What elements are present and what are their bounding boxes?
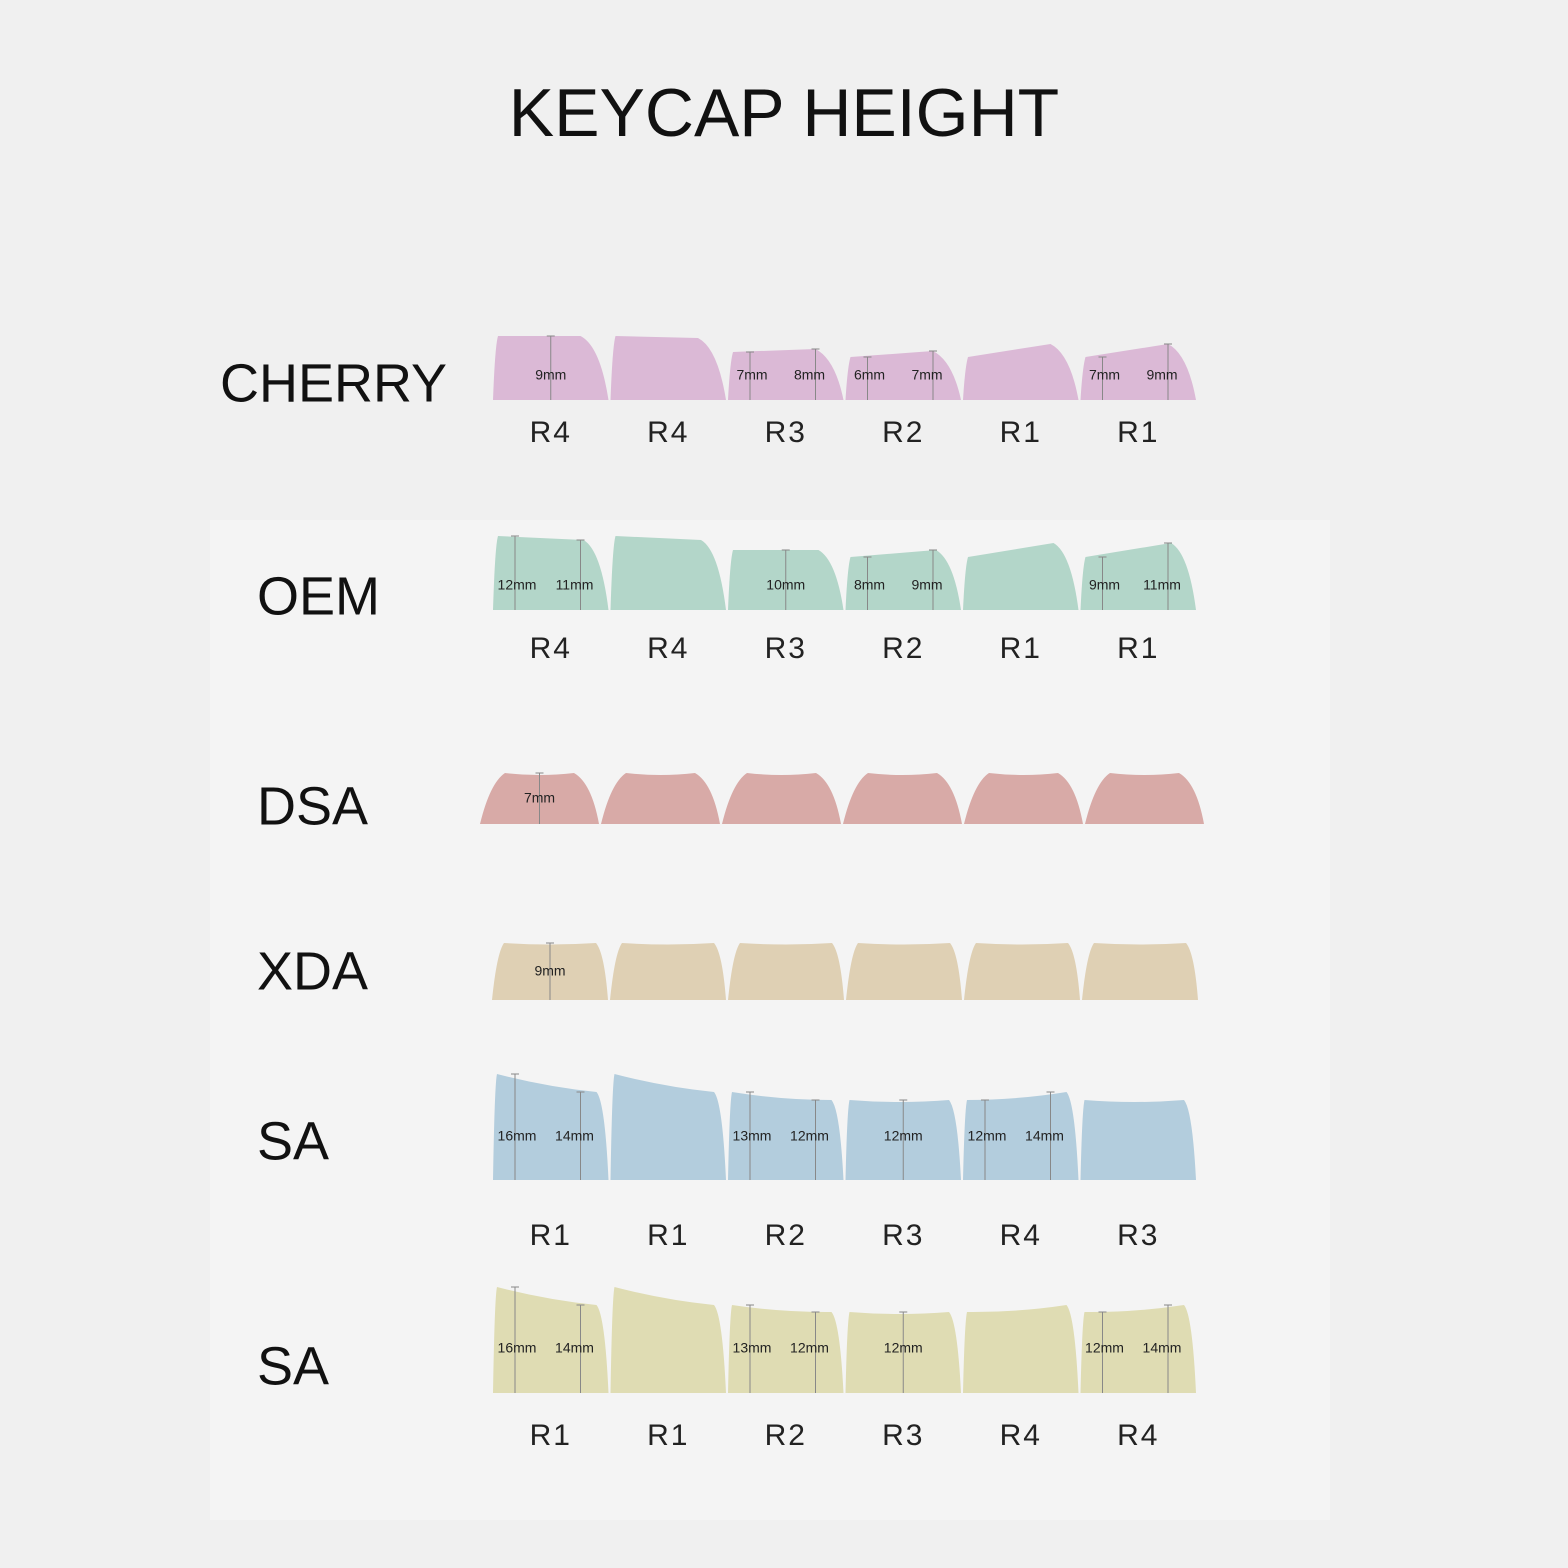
row-label: R4	[1117, 1419, 1159, 1452]
dimension-label: 9mm	[1146, 367, 1177, 383]
keycap	[963, 1305, 1079, 1393]
keycap	[963, 543, 1079, 610]
row-label: R1	[530, 1219, 572, 1252]
dimension-label: 12mm	[884, 1340, 923, 1356]
keycap	[610, 536, 726, 610]
dimension-label: 8mm	[794, 367, 825, 383]
keycap	[610, 943, 726, 1000]
dimension-label: 12mm	[1085, 1340, 1124, 1356]
keycap	[845, 550, 961, 610]
keycap	[846, 943, 962, 1000]
keycap	[493, 1074, 609, 1180]
dimension-label: 9mm	[911, 577, 942, 593]
dimension-label: 12mm	[498, 577, 537, 593]
keycap	[610, 336, 726, 400]
row-label: R4	[1000, 1219, 1042, 1252]
dimension-label: 11mm	[1143, 577, 1181, 593]
row-label: R1	[1117, 632, 1159, 665]
keycap	[963, 344, 1079, 400]
keycap	[601, 773, 720, 824]
row-label: R4	[647, 632, 689, 665]
row-label: R2	[765, 1219, 807, 1252]
dimension-label: 12mm	[790, 1128, 829, 1144]
row-label: R2	[882, 632, 924, 665]
row-label: R3	[765, 416, 807, 449]
dimension-label: 9mm	[1089, 577, 1120, 593]
dimension-label: 13mm	[733, 1340, 772, 1356]
dimension-label: 14mm	[555, 1128, 594, 1144]
dimension-label: 13mm	[733, 1128, 772, 1144]
dimension-label: 6mm	[854, 367, 885, 383]
keycap	[610, 1074, 726, 1180]
keycap	[728, 943, 844, 1000]
keycap	[1082, 943, 1198, 1000]
dimension-label: 12mm	[968, 1128, 1007, 1144]
row-label: R1	[647, 1219, 689, 1252]
dimension-label: 11mm	[556, 577, 594, 593]
profile-name: OEM	[257, 566, 380, 626]
row-label: R4	[530, 416, 572, 449]
keycap	[1080, 543, 1196, 610]
keycap	[1080, 1100, 1196, 1180]
dimension-label: 7mm	[911, 367, 942, 383]
row-label: R4	[530, 632, 572, 665]
keycap	[722, 773, 841, 824]
profile-name: XDA	[257, 941, 368, 1001]
row-label: R3	[1117, 1219, 1159, 1252]
keycap	[493, 536, 609, 610]
row-label: R2	[765, 1419, 807, 1452]
profile-name: SA	[257, 1111, 329, 1171]
keycap	[1085, 773, 1204, 824]
dimension-label: 9mm	[535, 367, 566, 383]
dimension-label: 12mm	[790, 1340, 829, 1356]
row-label: R1	[1117, 416, 1159, 449]
dimension-label: 8mm	[854, 577, 885, 593]
dimension-label: 7mm	[736, 367, 767, 383]
keycap	[728, 349, 844, 400]
keycap	[1080, 1305, 1196, 1393]
keycap	[964, 943, 1080, 1000]
profile-name: DSA	[257, 776, 368, 836]
keycap	[964, 773, 1083, 824]
dimension-label: 7mm	[1089, 367, 1120, 383]
row-label: R1	[1000, 632, 1042, 665]
keycap	[1080, 344, 1196, 400]
row-label: R3	[765, 632, 807, 665]
dimension-label: 16mm	[498, 1340, 537, 1356]
row-label: R1	[530, 1419, 572, 1452]
keycap	[843, 773, 962, 824]
keycap	[845, 351, 961, 400]
dimension-label: 7mm	[524, 790, 555, 806]
row-label: R4	[1000, 1419, 1042, 1452]
row-label: R1	[647, 1419, 689, 1452]
keycap	[728, 1092, 844, 1180]
row-label: R3	[882, 1419, 924, 1452]
row-label: R3	[882, 1219, 924, 1252]
row-label: R1	[1000, 416, 1042, 449]
keycap	[610, 1287, 726, 1393]
dimension-label: 14mm	[1025, 1128, 1064, 1144]
dimension-label: 10mm	[766, 577, 805, 593]
row-label: R2	[882, 416, 924, 449]
keycap	[963, 1092, 1079, 1180]
keycap	[493, 1287, 609, 1393]
title: KEYCAP HEIGHT	[509, 75, 1059, 151]
dimension-label: 9mm	[534, 963, 565, 979]
dimension-label: 16mm	[498, 1128, 537, 1144]
row-label: R4	[647, 416, 689, 449]
keycap	[728, 1305, 844, 1393]
profile-name: CHERRY	[220, 353, 447, 413]
dimension-label: 14mm	[1143, 1340, 1182, 1356]
profile-name: SA	[257, 1336, 329, 1396]
dimension-label: 12mm	[884, 1128, 923, 1144]
dimension-label: 14mm	[555, 1340, 594, 1356]
